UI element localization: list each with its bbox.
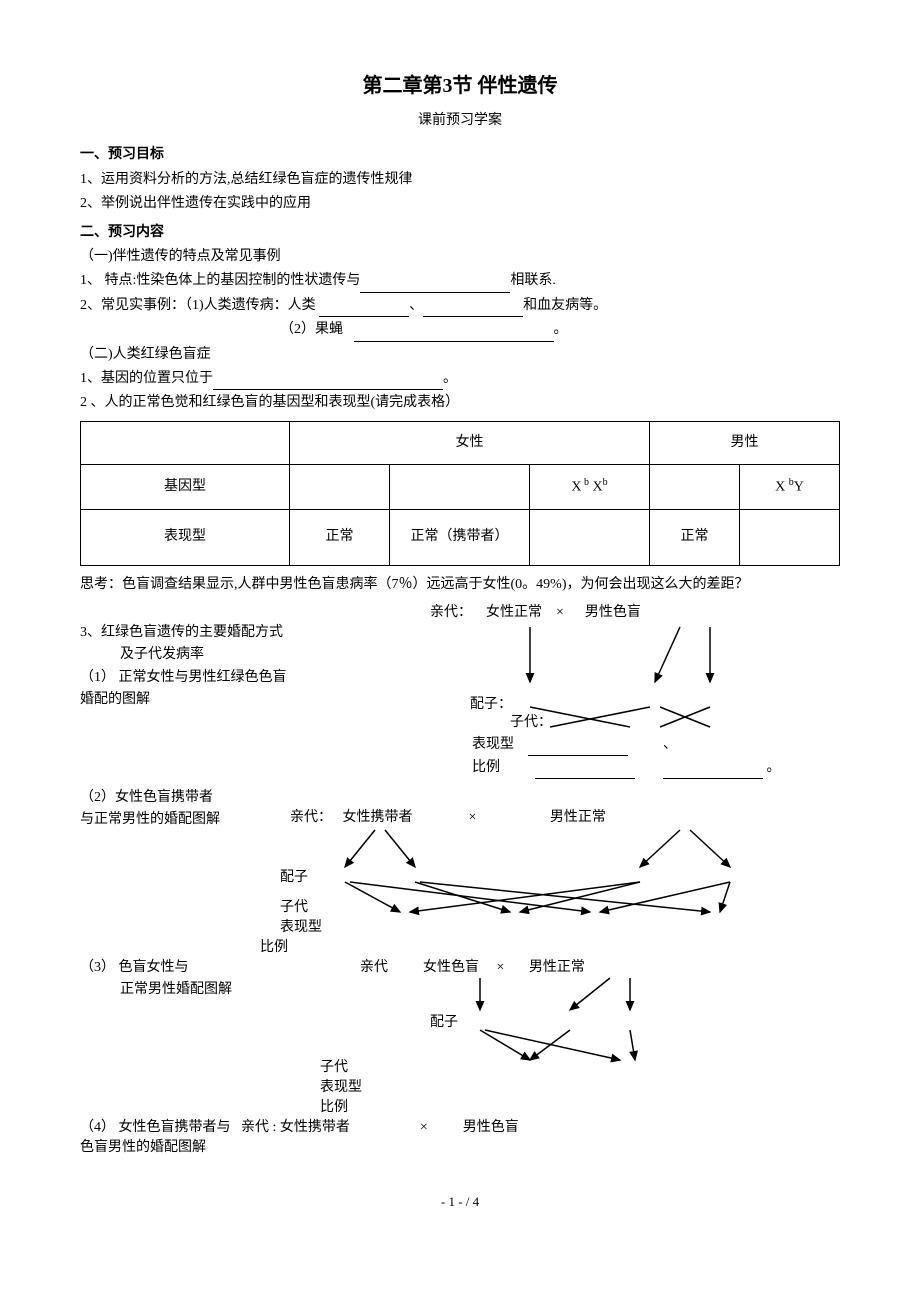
blank-2[interactable]: [319, 316, 409, 317]
d1-pheno-label: 表现型: [472, 737, 514, 752]
d1-dot: 、: [663, 737, 677, 752]
d2-cross: ×: [469, 810, 477, 825]
c4a: （4） 女性色盲携带者与: [80, 1120, 231, 1135]
sec2-p1a: 1、 特点:性染色体上的基因控制的性状遗传与: [80, 273, 360, 288]
d4-male: 男性色盲: [463, 1120, 519, 1135]
diagram-1: 3、红绿色盲遗传的主要婚配方式 及子代发病率 （1） 正常女性与男性红绿色色盲 …: [80, 602, 840, 787]
sec2-p2: 2、常见实事例：（1)人类遗传病：人类 、 和血友病等。: [80, 295, 840, 317]
table-r2-c3[interactable]: [530, 510, 650, 565]
d3-arrows: [410, 975, 810, 1115]
d2-gamete-label: 配子: [280, 867, 308, 889]
table-r1-c3: X b Xb: [530, 465, 650, 510]
think-question: 思考：色盲调查结果显示,人群中男性色盲患病率（7％）远远高于女性(0。49%)，…: [80, 574, 840, 596]
section-1-head: 一、预习目标: [80, 144, 840, 166]
sec2-q1a: 1、基因的位置只位于: [80, 371, 213, 386]
d2-male: 男性正常: [550, 810, 606, 825]
table-h-male: 男性: [650, 421, 840, 464]
table-r1-c5: X bY: [740, 465, 840, 510]
blank-4[interactable]: [354, 341, 554, 342]
sec2-p2d: （2）果蝇: [280, 322, 343, 337]
d1-parent-label: 亲代：: [430, 605, 472, 620]
table-blank-head: [81, 421, 290, 464]
diagram-2: （2）女性色盲携带者 与正常男性的婚配图解 亲代： 女性携带者 × 男性正常 配…: [80, 787, 840, 957]
table-r1-c4[interactable]: [650, 465, 740, 510]
sec2-p2b: 、: [409, 298, 423, 313]
page-footer: - 1 - / 4: [80, 1192, 840, 1213]
c2b: 与正常男性的婚配图解: [80, 809, 220, 831]
diagram-4: （4） 女性色盲携带者与 亲代 : 女性携带者 × 男性色盲 色盲男性的婚配图解: [80, 1117, 840, 1162]
table-r2-c5[interactable]: [740, 510, 840, 565]
sec2-p1b: 相联系.: [510, 273, 556, 288]
d1-female: 女性正常: [486, 605, 542, 620]
d3-gamete-label: 配子: [430, 1012, 458, 1034]
sec2-p2e: 。: [554, 322, 568, 337]
table-r2-label: 表现型: [81, 510, 290, 565]
sec2-p1: 1、 特点:性染色体上的基因控制的性状遗传与 相联系.: [80, 270, 840, 292]
d1-gamete-label: 配子：: [470, 694, 512, 716]
d3-cross: ×: [497, 960, 505, 975]
blank-1[interactable]: [360, 292, 510, 293]
sec2-sub1: （一)伴性遗传的特点及常见事例: [80, 246, 840, 268]
sec2-q2: 2 、人的正常色觉和红绿色盲的基因型和表现型(请完成表格）: [80, 392, 840, 414]
table-r1-c2[interactable]: [390, 465, 530, 510]
d4-parent-label: 亲代 :: [241, 1120, 276, 1135]
d2-parent-label: 亲代：: [290, 810, 332, 825]
c3a: （3） 色盲女性与: [80, 957, 232, 979]
sec2-q1: 1、基因的位置只位于 。: [80, 368, 840, 390]
c4b: 色盲男性的婚配图解: [80, 1137, 206, 1159]
d3-male: 男性正常: [529, 960, 585, 975]
c2a: （2）女性色盲携带者: [80, 787, 220, 809]
d1-blank-2[interactable]: [535, 778, 635, 779]
d2-female: 女性携带者: [343, 810, 413, 825]
d1-offspring-label: 子代：: [510, 712, 552, 734]
diagram-3: （3） 色盲女性与 正常男性婚配图解 亲代 女性色盲 × 男性正常 配子 子代 …: [80, 957, 840, 1117]
p3-head: 3、红绿色盲遗传的主要婚配方式: [80, 622, 287, 644]
d1-pheno-row: 表现型 、: [472, 734, 677, 756]
table-r1-label: 基因型: [81, 465, 290, 510]
genotype-table: 女性 男性 基因型 X b Xb X bY 表现型 正常 正常（携带者） 正常: [80, 421, 840, 566]
d3-parent-label: 亲代: [360, 960, 388, 975]
sec2-q1b: 。: [443, 371, 457, 386]
blank-3[interactable]: [423, 316, 523, 317]
page-title: 第二章第3节 伴性遗传: [80, 70, 840, 102]
table-r1-c1[interactable]: [290, 465, 390, 510]
d1-male: 男性色盲: [585, 605, 641, 620]
d3-female: 女性色盲: [423, 960, 479, 975]
c1a: （1） 正常女性与男性红绿色色盲: [80, 667, 287, 689]
c3b: 正常男性婚配图解: [80, 979, 232, 1001]
blank-5[interactable]: [213, 389, 443, 390]
d1-ratio-label: 比例: [472, 760, 500, 775]
table-r2-c2: 正常（携带者）: [390, 510, 530, 565]
d1-cross: ×: [556, 605, 564, 620]
sec1-line2: 2、举例说出伴性遗传在实践中的应用: [80, 193, 840, 215]
table-r2-c1: 正常: [290, 510, 390, 565]
d2-arrows: [310, 827, 830, 972]
sec2-p2c: 和血友病等。: [523, 298, 607, 313]
d1-ratio-row: 比例 。: [472, 757, 781, 779]
d1-period: 。: [767, 760, 781, 775]
d4-cross: ×: [420, 1120, 428, 1135]
table-r2-c4: 正常: [650, 510, 740, 565]
d4-female: 女性携带者: [280, 1120, 350, 1135]
d1-blank-3[interactable]: [663, 778, 763, 779]
p3-head2: 及子代发病率: [80, 644, 287, 666]
table-h-female: 女性: [290, 421, 650, 464]
sec2-sub2: （二)人类红绿色盲症: [80, 344, 840, 366]
sec2-p2a: 2、常见实事例：（1)人类遗传病：人类: [80, 298, 319, 313]
page-subtitle: 课前预习学案: [80, 110, 840, 132]
sec2-p2d-line: （2）果蝇 。: [80, 319, 840, 341]
c1b: 婚配的图解: [80, 689, 287, 711]
sec1-line1: 1、运用资料分析的方法,总结红绿色盲症的遗传性规律: [80, 169, 840, 191]
section-2-head: 二、预习内容: [80, 222, 840, 244]
